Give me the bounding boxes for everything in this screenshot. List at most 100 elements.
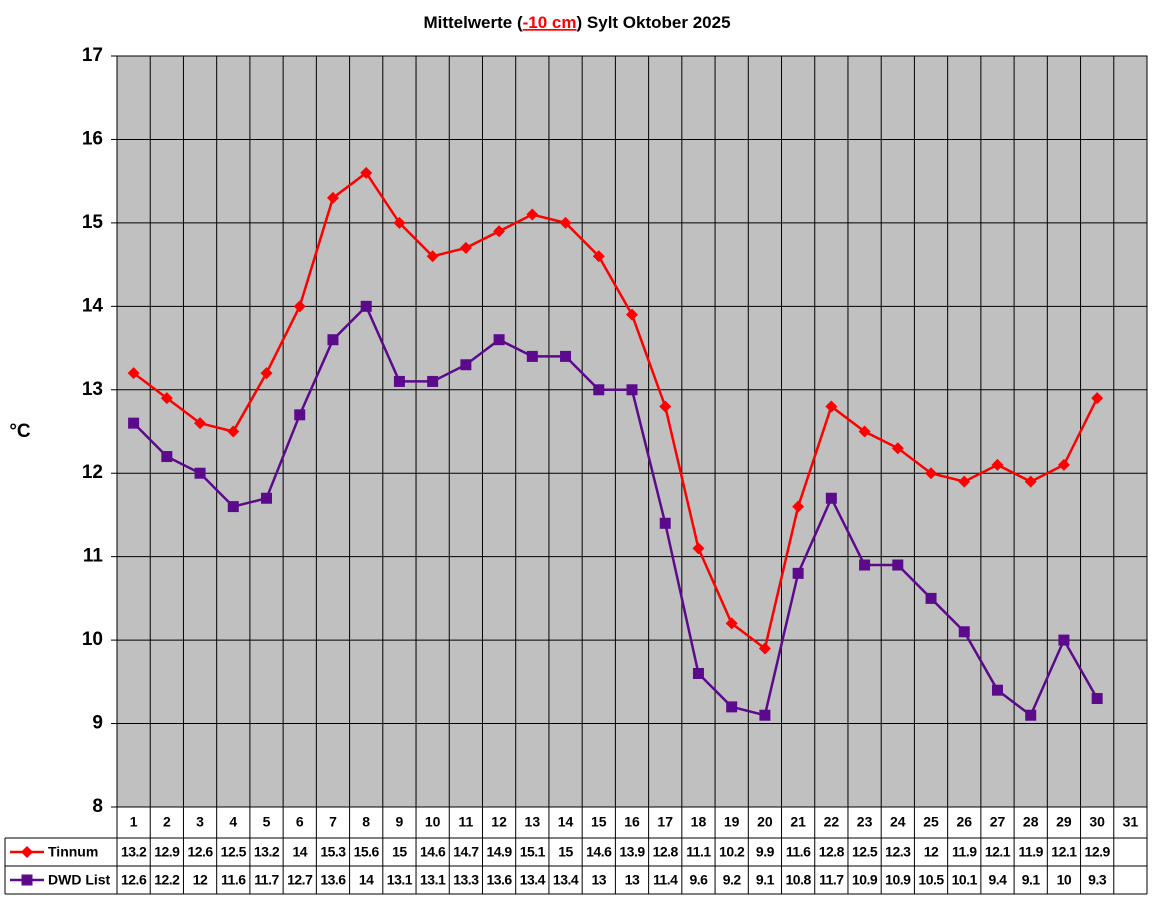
marker [825, 400, 838, 413]
marker [991, 684, 1003, 696]
marker [958, 475, 971, 488]
table-value: 9.3 [1088, 872, 1107, 888]
marker [194, 467, 206, 479]
table-value: 13.1 [420, 872, 446, 888]
table-value: 10.8 [786, 872, 812, 888]
marker [526, 208, 539, 221]
table-value: 10.9 [885, 872, 911, 888]
marker [293, 300, 306, 313]
table-value: 12.9 [1085, 844, 1111, 860]
x-tick-label: 12 [491, 814, 507, 830]
marker [792, 500, 805, 513]
x-tick-label: 13 [525, 814, 541, 830]
marker [459, 241, 472, 254]
marker [493, 225, 506, 238]
table-value: 15 [392, 844, 407, 860]
x-tick-label: 1 [130, 814, 138, 830]
table-value: 12.6 [187, 844, 213, 860]
table-value: 13.2 [254, 844, 280, 860]
marker [261, 492, 273, 504]
marker [892, 559, 904, 571]
marker [127, 367, 140, 380]
marker [360, 166, 373, 179]
table-value: 14.6 [420, 844, 446, 860]
y-tick-label: 12 [82, 462, 103, 483]
marker [260, 367, 273, 380]
marker [692, 667, 704, 679]
table-value: 12.5 [221, 844, 247, 860]
table-value: 15 [558, 844, 573, 860]
x-tick-label: 19 [724, 814, 740, 830]
y-axis-label: °C [9, 421, 31, 442]
marker [160, 392, 173, 405]
marker [194, 417, 207, 430]
table-value: 12.2 [154, 872, 180, 888]
x-tick-label: 20 [757, 814, 773, 830]
table-value: 11.7 [254, 872, 279, 888]
x-tick-label: 4 [229, 814, 237, 830]
table-value: 12.3 [885, 844, 911, 860]
marker [593, 384, 605, 396]
marker [493, 334, 505, 346]
x-tick-label: 8 [362, 814, 370, 830]
table-value: 15.3 [320, 844, 346, 860]
marker [725, 617, 738, 630]
table-value: 11.9 [1018, 844, 1043, 860]
marker [1058, 634, 1070, 646]
y-tick-label: 13 [82, 379, 103, 400]
plot-area [116, 55, 1148, 808]
x-tick-label: 11 [458, 814, 473, 830]
y-tick-label: 10 [82, 629, 103, 650]
legend-label: Tinnum [48, 844, 98, 860]
x-tick-label: 10 [425, 814, 441, 830]
marker [1057, 458, 1070, 471]
marker [393, 216, 406, 229]
table-value: 10.9 [852, 872, 878, 888]
x-tick-label: 18 [691, 814, 707, 830]
x-tick-label: 24 [890, 814, 906, 830]
marker [825, 492, 837, 504]
marker [1091, 392, 1104, 405]
x-tick-label: 2 [163, 814, 171, 830]
marker [1025, 709, 1037, 721]
marker [227, 501, 239, 513]
table-value: 14.9 [486, 844, 512, 860]
y-tick-label: 17 [82, 45, 103, 66]
table-value: 9.6 [689, 872, 708, 888]
table-value: 10.2 [719, 844, 745, 860]
x-tick-label: 17 [657, 814, 673, 830]
title-part: -10 cm [523, 13, 577, 32]
x-tick-label: 22 [824, 814, 840, 830]
marker [758, 642, 771, 655]
y-tick-label: 11 [83, 546, 104, 567]
x-tick-label: 15 [591, 814, 607, 830]
marker [626, 308, 638, 321]
table-value: 12 [193, 872, 208, 888]
x-tick-label: 27 [990, 814, 1006, 830]
table-value: 14 [292, 844, 307, 860]
marker [659, 517, 671, 529]
table-value: 13.4 [553, 872, 579, 888]
marker [161, 451, 173, 463]
x-tick-label: 16 [624, 814, 640, 830]
marker [128, 417, 140, 429]
table-value: 13.6 [486, 872, 512, 888]
table-value: 12.7 [287, 872, 313, 888]
table-value: 12.8 [819, 844, 845, 860]
x-tick-label: 25 [923, 814, 939, 830]
marker [426, 250, 439, 263]
y-tick-label: 9 [92, 713, 103, 734]
table-value: 15.1 [520, 844, 546, 860]
table-value: 13.1 [387, 872, 413, 888]
x-tick-label: 7 [329, 814, 337, 830]
marker [858, 425, 871, 438]
table-value: 13 [591, 872, 606, 888]
marker [759, 709, 771, 721]
table-value: 13 [625, 872, 640, 888]
marker [659, 400, 672, 413]
chart-title: Mittelwerte (-10 cm) Sylt Oktober 2025 [423, 13, 730, 32]
x-tick-label: 3 [196, 814, 204, 830]
marker [626, 384, 638, 396]
x-tick-label: 29 [1056, 814, 1072, 830]
table-value: 11.4 [653, 872, 678, 888]
